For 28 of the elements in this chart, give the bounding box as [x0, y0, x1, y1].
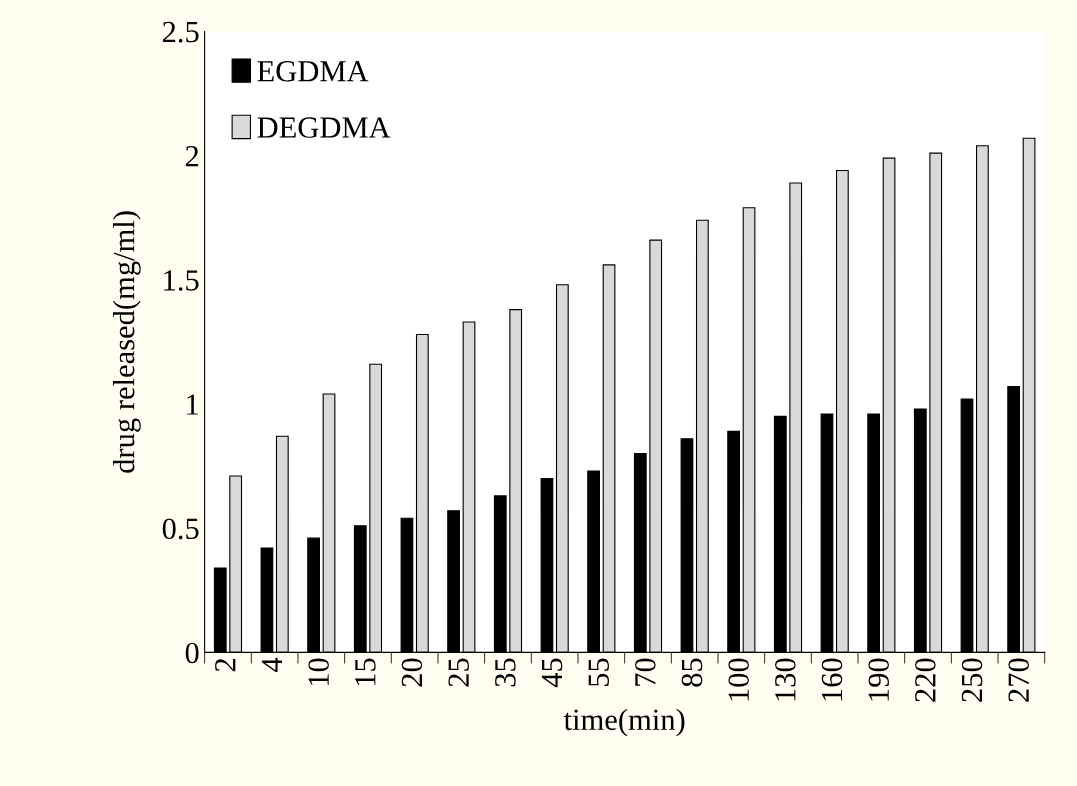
y-tick-label: 1.5 — [164, 270, 199, 291]
y-tick-label: 1 — [187, 394, 198, 415]
y-tick-label: 2 — [185, 146, 199, 167]
x-tick-label: 220 — [915, 658, 936, 702]
x-tick-label: 2 — [215, 658, 236, 672]
x-tick-label: 35 — [495, 658, 516, 687]
x-tick-label: 100 — [728, 658, 749, 701]
y-tick-label: 0.5 — [162, 518, 199, 540]
x-tick-label: 15 — [355, 658, 376, 686]
x-tick-label: 55 — [588, 658, 609, 687]
x-tick-label: 250 — [961, 658, 983, 702]
y-tick-label: 2.5 — [162, 21, 199, 43]
x-tick-label: 45 — [541, 658, 563, 688]
x-tick-label: 10 — [308, 658, 329, 686]
legend-label: EGDMA — [257, 61, 369, 82]
x-tick-label: 20 — [401, 658, 423, 687]
x-tick-label: 160 — [821, 658, 843, 701]
y-axis-title: drug released(mg/ml) — [112, 211, 141, 473]
x-tick-label: 4 — [261, 657, 282, 672]
y-tick-label: 0 — [185, 642, 199, 664]
x-tick-label: 270 — [1008, 658, 1029, 702]
x-axis-title: time(min) — [563, 708, 685, 737]
legend-label: DEGDMA — [257, 117, 391, 138]
x-tick-label: 85 — [681, 658, 703, 687]
x-tick-label: 25 — [448, 658, 469, 687]
x-tick-label: 130 — [775, 658, 796, 701]
x-tick-label: 70 — [635, 658, 656, 686]
x-tick-label: 190 — [868, 658, 889, 701]
